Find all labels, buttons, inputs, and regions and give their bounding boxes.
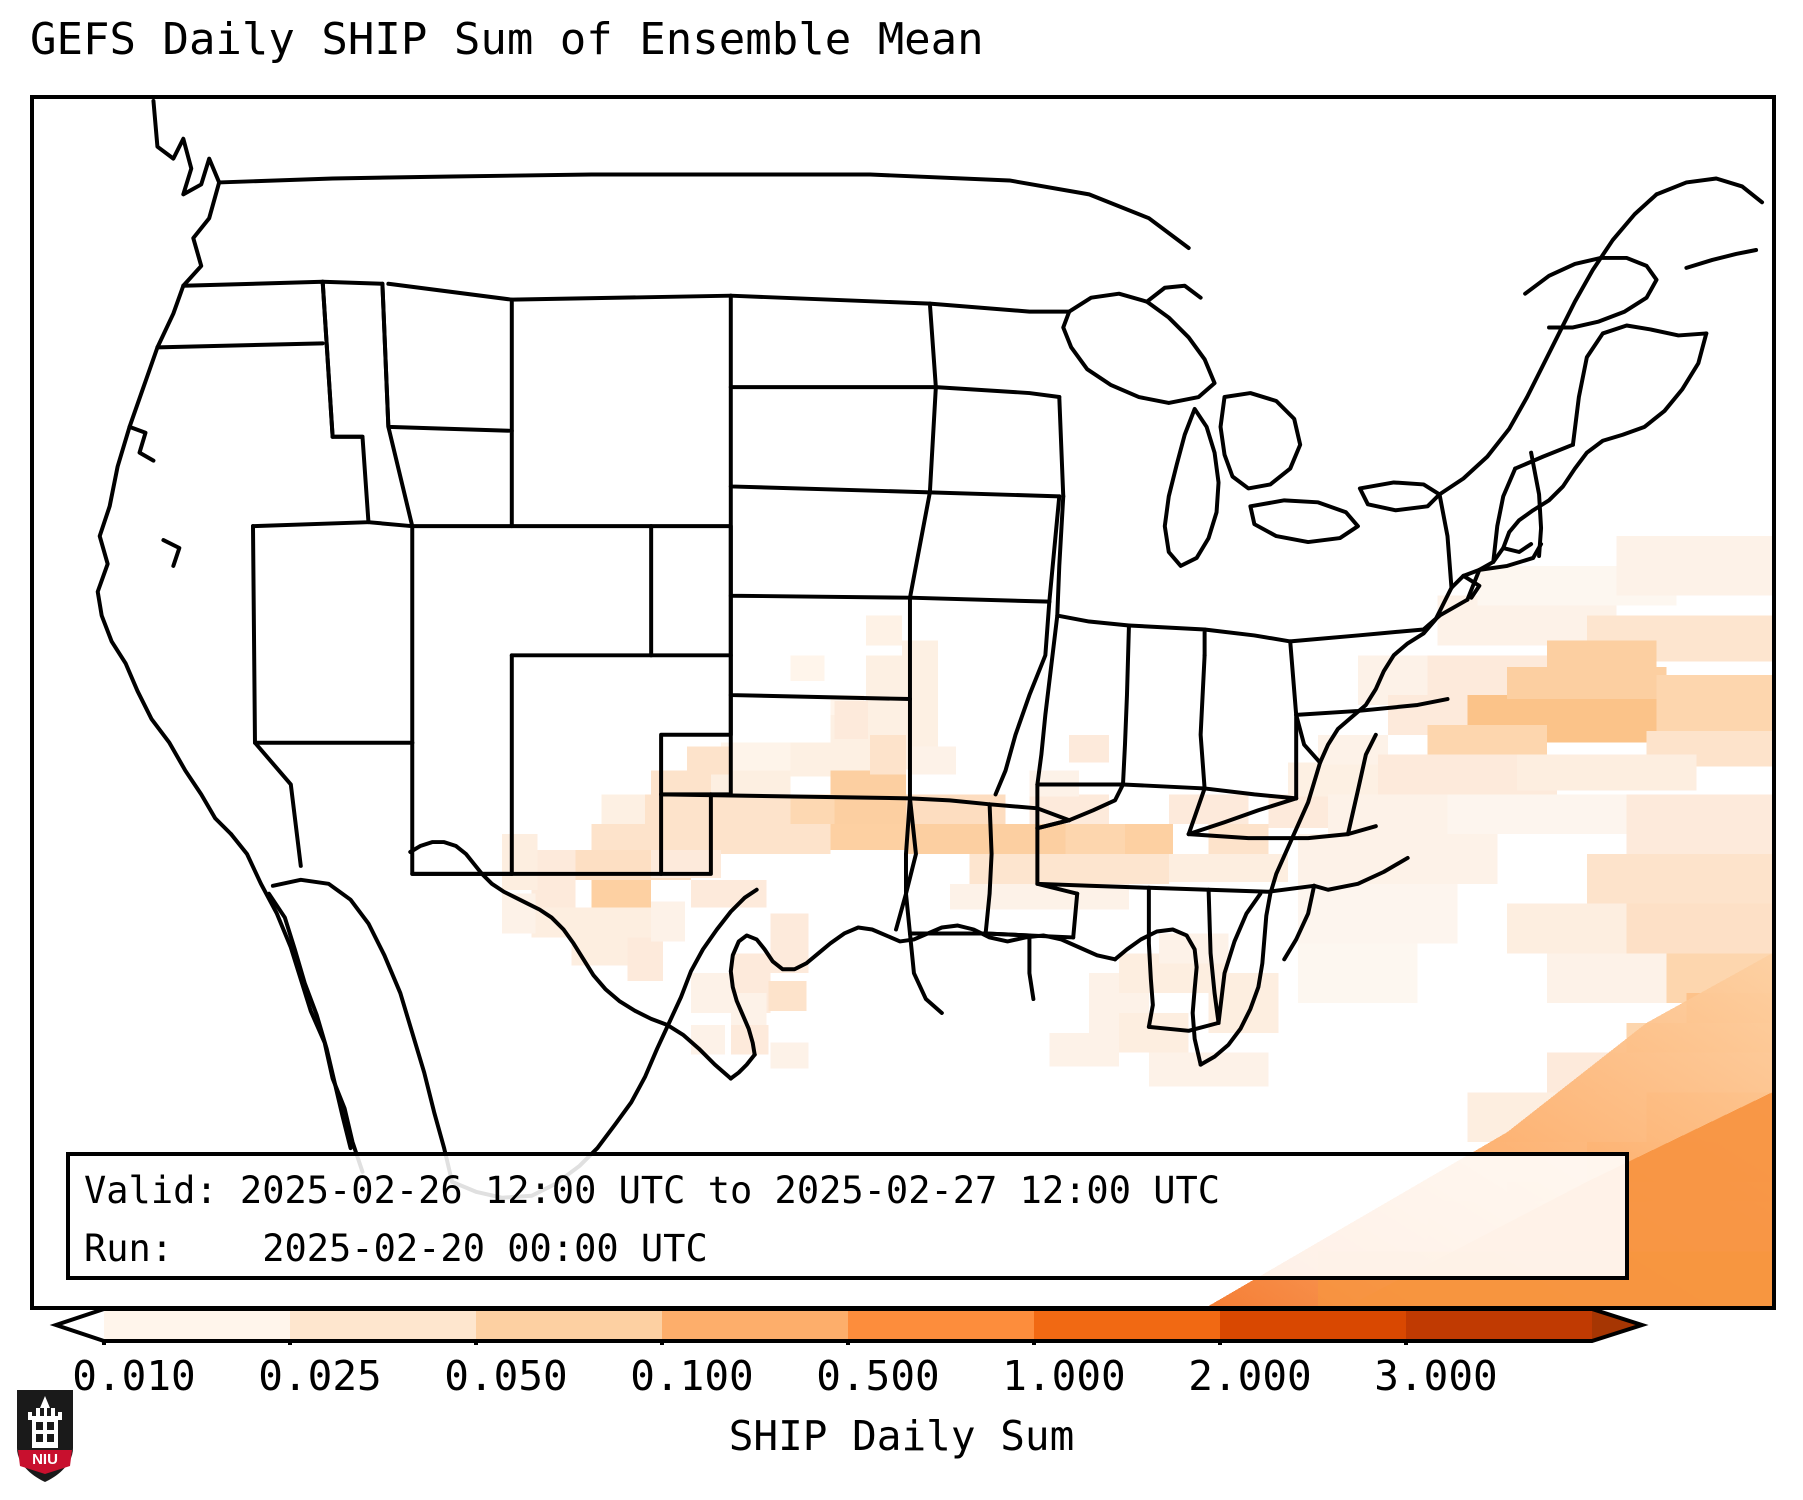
cb-tick-4: 0.500 <box>816 1352 940 1400</box>
cb-tick-6: 2.000 <box>1188 1352 1312 1400</box>
niu-logo[interactable]: NIU <box>14 1386 76 1484</box>
cb-tick-5: 1.000 <box>1002 1352 1126 1400</box>
cb-tick-0: 0.010 <box>72 1352 196 1400</box>
castle-tower-icon <box>28 1396 62 1448</box>
geography-outlines <box>95 99 1765 1200</box>
niu-red-band <box>18 1450 72 1474</box>
cb-tick-2: 0.050 <box>444 1352 568 1400</box>
colorbar[interactable] <box>30 1305 1776 1345</box>
run-time-line: Run: 2025-02-20 00:00 UTC <box>84 1227 708 1270</box>
valid-time-line: Valid: 2025-02-26 12:00 UTC to 2025-02-2… <box>84 1169 1221 1212</box>
page-title: GEFS Daily SHIP Sum of Ensemble Mean <box>30 14 984 65</box>
map-panel[interactable]: Valid: 2025-02-26 12:00 UTC to 2025-02-2… <box>30 95 1776 1310</box>
niu-logo-text: NIU <box>32 1451 58 1468</box>
colorbar-tick-labels: 0.010 0.025 0.050 0.100 0.500 1.000 2.00… <box>0 1352 1803 1406</box>
cb-tick-1: 0.025 <box>258 1352 382 1400</box>
valid-run-info-box: Valid: 2025-02-26 12:00 UTC to 2025-02-2… <box>66 1152 1629 1280</box>
cb-tick-3: 0.100 <box>630 1352 754 1400</box>
cb-tick-7: 3.000 <box>1374 1352 1498 1400</box>
colorbar-swatches <box>49 1307 1649 1345</box>
colorbar-axis-label: SHIP Daily Sum <box>728 1412 1075 1460</box>
